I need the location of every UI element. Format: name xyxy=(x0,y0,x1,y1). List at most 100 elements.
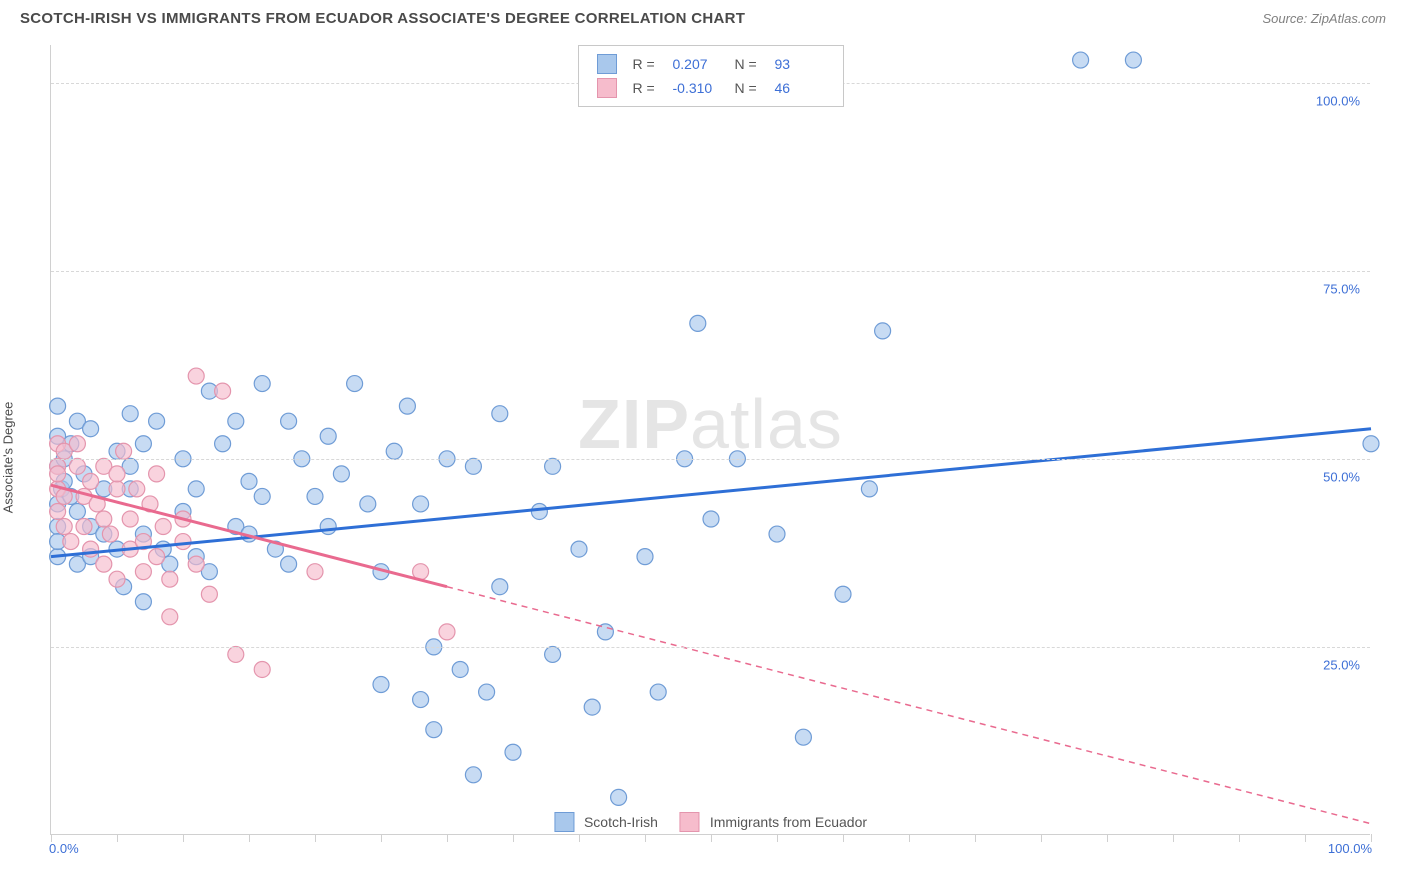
data-point xyxy=(69,503,85,519)
data-point xyxy=(122,406,138,422)
data-point xyxy=(149,466,165,482)
data-point xyxy=(373,677,389,693)
y-tick-label: 100.0% xyxy=(1314,93,1362,108)
data-point xyxy=(215,383,231,399)
data-point xyxy=(320,428,336,444)
r-value: -0.310 xyxy=(673,80,723,96)
n-value: 93 xyxy=(775,56,825,72)
correlation-legend: R = 0.207 N = 93 R = -0.310 N = 46 xyxy=(578,45,844,107)
r-label: R = xyxy=(633,56,661,72)
y-tick-label: 50.0% xyxy=(1321,469,1362,484)
data-point xyxy=(69,436,85,452)
x-tick xyxy=(909,834,910,842)
x-tick xyxy=(51,834,52,842)
data-point xyxy=(795,729,811,745)
x-tick-right: 100.0% xyxy=(1328,841,1372,856)
data-point xyxy=(188,481,204,497)
data-point xyxy=(50,466,66,482)
data-point xyxy=(254,488,270,504)
data-point xyxy=(228,413,244,429)
x-tick xyxy=(711,834,712,842)
data-point xyxy=(1363,436,1379,452)
data-point xyxy=(109,466,125,482)
x-tick xyxy=(249,834,250,842)
data-point xyxy=(439,624,455,640)
data-point xyxy=(307,488,323,504)
data-point xyxy=(281,413,297,429)
data-point xyxy=(571,541,587,557)
data-point xyxy=(135,564,151,580)
data-point xyxy=(215,436,231,452)
data-point xyxy=(492,579,508,595)
x-tick xyxy=(777,834,778,842)
data-point xyxy=(703,511,719,527)
x-tick xyxy=(1107,834,1108,842)
plot-svg xyxy=(51,45,1370,834)
data-point xyxy=(584,699,600,715)
legend-row-series2: R = -0.310 N = 46 xyxy=(597,76,825,100)
x-tick xyxy=(843,834,844,842)
data-point xyxy=(69,458,85,474)
data-point xyxy=(875,323,891,339)
data-point xyxy=(102,526,118,542)
x-tick-left: 0.0% xyxy=(49,841,79,856)
data-point xyxy=(149,413,165,429)
r-value: 0.207 xyxy=(673,56,723,72)
legend-item-series1: Scotch-Irish xyxy=(554,812,658,832)
x-tick xyxy=(1173,834,1174,842)
data-point xyxy=(122,511,138,527)
data-point xyxy=(386,443,402,459)
data-point xyxy=(545,646,561,662)
data-point xyxy=(83,473,99,489)
x-tick xyxy=(513,834,514,842)
grid-line xyxy=(51,647,1370,648)
swatch-series2 xyxy=(597,78,617,98)
grid-line xyxy=(51,271,1370,272)
r-label: R = xyxy=(633,80,661,96)
data-point xyxy=(56,519,72,535)
data-point xyxy=(96,511,112,527)
data-point xyxy=(254,661,270,677)
data-point xyxy=(1073,52,1089,68)
data-point xyxy=(228,646,244,662)
data-point xyxy=(129,481,145,497)
data-point xyxy=(413,496,429,512)
x-tick xyxy=(381,834,382,842)
data-point xyxy=(413,692,429,708)
data-point xyxy=(1125,52,1141,68)
data-point xyxy=(149,549,165,565)
legend-label: Immigrants from Ecuador xyxy=(710,814,867,830)
data-point xyxy=(426,722,442,738)
data-point xyxy=(63,534,79,550)
data-point xyxy=(307,564,323,580)
data-point xyxy=(50,503,66,519)
x-tick xyxy=(975,834,976,842)
data-point xyxy=(505,744,521,760)
data-point xyxy=(861,481,877,497)
data-point xyxy=(611,789,627,805)
data-point xyxy=(76,519,92,535)
data-point xyxy=(96,556,112,572)
data-point xyxy=(452,661,468,677)
n-value: 46 xyxy=(775,80,825,96)
swatch-series2 xyxy=(680,812,700,832)
x-tick xyxy=(447,834,448,842)
data-point xyxy=(465,767,481,783)
legend-label: Scotch-Irish xyxy=(584,814,658,830)
data-point xyxy=(769,526,785,542)
data-point xyxy=(333,466,349,482)
x-tick xyxy=(1305,834,1306,842)
data-point xyxy=(320,519,336,535)
legend-row-series1: R = 0.207 N = 93 xyxy=(597,52,825,76)
data-point xyxy=(162,609,178,625)
chart-container: Associate's Degree ZIPatlas R = 0.207 N … xyxy=(0,35,1406,865)
x-tick xyxy=(1239,834,1240,842)
data-point xyxy=(492,406,508,422)
plot-area: ZIPatlas R = 0.207 N = 93 R = -0.310 N =… xyxy=(50,45,1370,835)
data-point xyxy=(50,398,66,414)
data-point xyxy=(188,556,204,572)
series-legend: Scotch-Irish Immigrants from Ecuador xyxy=(554,812,867,832)
data-point xyxy=(531,503,547,519)
source-attribution: Source: ZipAtlas.com xyxy=(1262,11,1386,26)
chart-title: SCOTCH-IRISH VS IMMIGRANTS FROM ECUADOR … xyxy=(20,10,745,27)
